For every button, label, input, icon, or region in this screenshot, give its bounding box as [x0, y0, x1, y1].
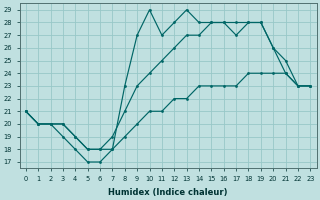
X-axis label: Humidex (Indice chaleur): Humidex (Indice chaleur) [108, 188, 228, 197]
